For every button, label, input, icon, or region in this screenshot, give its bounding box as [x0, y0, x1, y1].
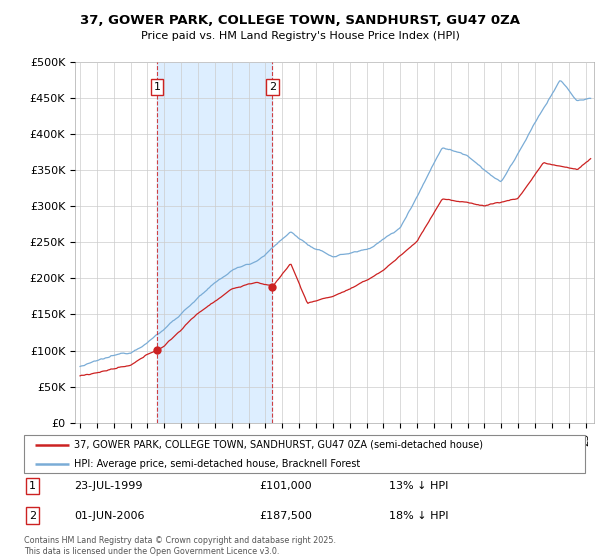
Text: £187,500: £187,500 — [260, 511, 313, 521]
Bar — [157, 62, 272, 423]
Text: 1: 1 — [154, 82, 160, 92]
Text: 37, GOWER PARK, COLLEGE TOWN, SANDHURST, GU47 0ZA: 37, GOWER PARK, COLLEGE TOWN, SANDHURST,… — [80, 14, 520, 27]
Text: 18% ↓ HPI: 18% ↓ HPI — [389, 511, 448, 521]
Text: Contains HM Land Registry data © Crown copyright and database right 2025.
This d: Contains HM Land Registry data © Crown c… — [24, 536, 336, 556]
Text: Price paid vs. HM Land Registry's House Price Index (HPI): Price paid vs. HM Land Registry's House … — [140, 31, 460, 41]
Text: HPI: Average price, semi-detached house, Bracknell Forest: HPI: Average price, semi-detached house,… — [74, 459, 361, 469]
Text: 2: 2 — [269, 82, 276, 92]
FancyBboxPatch shape — [24, 435, 585, 473]
Text: 2: 2 — [29, 511, 36, 521]
Text: 13% ↓ HPI: 13% ↓ HPI — [389, 481, 448, 491]
Text: £101,000: £101,000 — [260, 481, 312, 491]
Text: 23-JUL-1999: 23-JUL-1999 — [74, 481, 143, 491]
Text: 1: 1 — [29, 481, 36, 491]
Text: 01-JUN-2006: 01-JUN-2006 — [74, 511, 145, 521]
Text: 37, GOWER PARK, COLLEGE TOWN, SANDHURST, GU47 0ZA (semi-detached house): 37, GOWER PARK, COLLEGE TOWN, SANDHURST,… — [74, 440, 484, 450]
